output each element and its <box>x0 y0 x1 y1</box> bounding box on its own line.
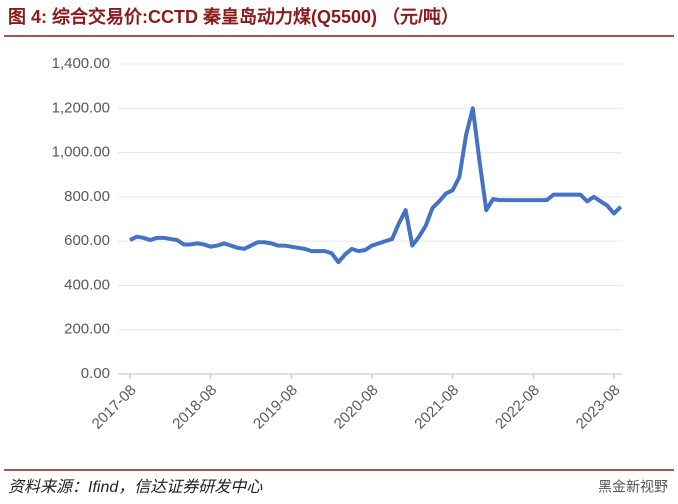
chart-title: 图 4: 综合交易价:CCTD 秦皇岛动力煤(Q5500) （元/吨） <box>8 6 459 27</box>
series-line <box>129 106 623 265</box>
x-tick-label: 2018-08 <box>169 382 220 433</box>
y-tick-label: 600.00 <box>64 232 110 249</box>
y-tick-label: 400.00 <box>64 276 110 293</box>
y-tick-label: 800.00 <box>64 188 110 205</box>
y-tick-label: 1,000.00 <box>52 144 110 161</box>
x-tick-label: 2021-08 <box>411 382 462 433</box>
y-tick-label: 0.00 <box>81 365 110 382</box>
x-tick-label: 2022-08 <box>492 382 543 433</box>
x-tick-label: 2019-08 <box>250 382 301 433</box>
source: 资料来源：Ifind，信达证券研发中心 <box>8 478 263 496</box>
watermark: 黑金新视野 <box>598 479 668 495</box>
x-tick-label: 2020-08 <box>331 382 382 433</box>
x-tick-label: 2017-08 <box>89 382 140 433</box>
x-tick-label: 2023-08 <box>573 382 624 433</box>
y-tick-label: 1,400.00 <box>52 55 110 72</box>
y-tick-label: 1,200.00 <box>52 99 110 116</box>
y-tick-label: 200.00 <box>64 321 110 338</box>
